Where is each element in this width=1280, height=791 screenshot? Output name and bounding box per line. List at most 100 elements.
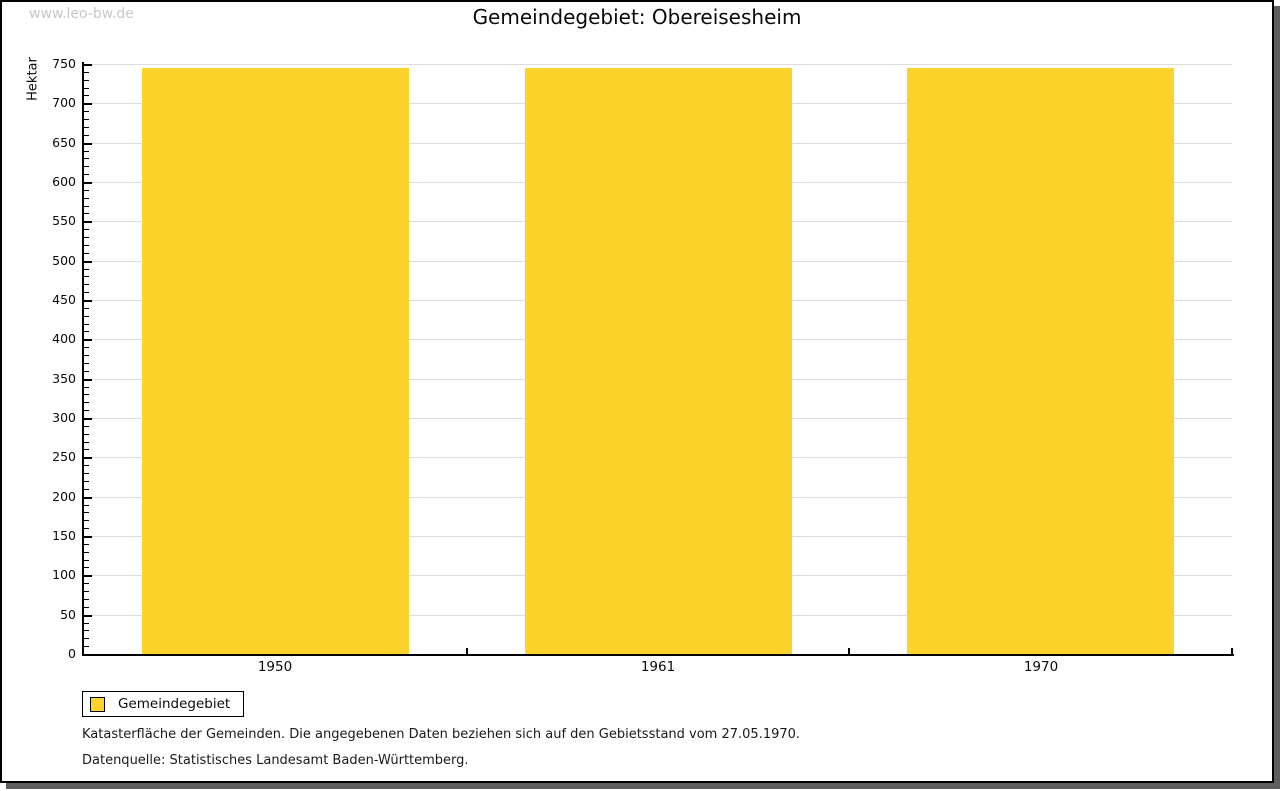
y-minor-tick <box>84 88 89 89</box>
y-minor-tick <box>84 284 89 285</box>
y-major-tick <box>84 103 92 105</box>
y-major-tick <box>84 143 92 145</box>
y-minor-tick <box>84 560 89 561</box>
y-minor-tick <box>84 324 89 325</box>
y-minor-tick <box>84 607 89 608</box>
y-minor-tick <box>84 630 89 631</box>
y-minor-tick <box>84 135 89 136</box>
legend-label: Gemeindegebiet <box>118 696 231 712</box>
gridline <box>84 64 1232 65</box>
y-minor-tick <box>84 166 89 167</box>
y-tick-label: 700 <box>52 95 76 110</box>
x-tick-label: 1961 <box>640 659 676 675</box>
y-minor-tick <box>84 95 89 96</box>
y-tick-label: 0 <box>68 646 76 661</box>
y-minor-tick <box>84 599 89 600</box>
bar <box>907 68 1174 654</box>
y-major-tick <box>84 300 92 302</box>
y-major-tick <box>84 221 92 223</box>
y-tick-label: 750 <box>52 56 76 71</box>
y-minor-tick <box>84 481 89 482</box>
y-axis-line <box>82 62 84 656</box>
y-minor-tick <box>84 363 89 364</box>
y-minor-tick <box>84 402 89 403</box>
footnote-source-note: Katasterfläche der Gemeinden. Die angege… <box>82 727 801 742</box>
y-major-tick <box>84 64 92 66</box>
y-minor-tick <box>84 473 89 474</box>
y-minor-tick <box>84 528 89 529</box>
y-minor-tick <box>84 316 89 317</box>
y-minor-tick <box>84 520 89 521</box>
y-minor-tick <box>84 426 89 427</box>
y-major-tick <box>84 182 92 184</box>
y-minor-tick <box>84 567 89 568</box>
y-minor-tick <box>84 512 89 513</box>
y-minor-tick <box>84 505 89 506</box>
y-tick-label: 350 <box>52 371 76 386</box>
y-minor-tick <box>84 489 89 490</box>
y-minor-tick <box>84 355 89 356</box>
y-tick-label: 150 <box>52 528 76 543</box>
y-tick-label: 650 <box>52 135 76 150</box>
y-major-tick <box>84 497 92 499</box>
y-tick-label: 50 <box>60 607 76 622</box>
y-tick-label: 500 <box>52 253 76 268</box>
y-minor-tick <box>84 308 89 309</box>
y-minor-tick <box>84 151 89 152</box>
y-minor-tick <box>84 410 89 411</box>
y-minor-tick <box>84 347 89 348</box>
y-minor-tick <box>84 213 89 214</box>
y-minor-tick <box>84 229 89 230</box>
y-minor-tick <box>84 583 89 584</box>
y-major-tick <box>84 418 92 420</box>
y-minor-tick <box>84 119 89 120</box>
y-minor-tick <box>84 253 89 254</box>
y-tick-label: 450 <box>52 292 76 307</box>
y-tick-label: 550 <box>52 213 76 228</box>
y-major-tick <box>84 457 92 459</box>
y-tick-label: 400 <box>52 331 76 346</box>
y-minor-tick <box>84 638 89 639</box>
y-major-tick <box>84 615 92 617</box>
y-major-tick <box>84 536 92 538</box>
bar <box>525 68 792 654</box>
y-minor-tick <box>84 646 89 647</box>
y-minor-tick <box>84 591 89 592</box>
y-minor-tick <box>84 127 89 128</box>
y-tick-label: 100 <box>52 567 76 582</box>
y-minor-tick <box>84 544 89 545</box>
y-minor-tick <box>84 442 89 443</box>
y-minor-tick <box>84 174 89 175</box>
footnote-data-source: Datenquelle: Statistisches Landesamt Bad… <box>82 753 469 768</box>
y-tick-label: 250 <box>52 449 76 464</box>
legend-swatch <box>90 696 105 712</box>
y-major-tick <box>84 339 92 341</box>
y-minor-tick <box>84 72 89 73</box>
y-minor-tick <box>84 111 89 112</box>
y-minor-tick <box>84 190 89 191</box>
watermark-url: www.leo-bw.de <box>29 6 134 22</box>
y-minor-tick <box>84 292 89 293</box>
y-minor-tick <box>84 449 89 450</box>
y-minor-tick <box>84 623 89 624</box>
y-minor-tick <box>84 434 89 435</box>
y-minor-tick <box>84 80 89 81</box>
y-tick-label: 600 <box>52 174 76 189</box>
y-minor-tick <box>84 465 89 466</box>
y-minor-tick <box>84 245 89 246</box>
y-minor-tick <box>84 387 89 388</box>
y-minor-tick <box>84 237 89 238</box>
y-minor-tick <box>84 331 89 332</box>
y-minor-tick <box>84 269 89 270</box>
x-tick-label: 1970 <box>1023 659 1059 675</box>
bar <box>142 68 409 654</box>
y-minor-tick <box>84 158 89 159</box>
y-major-tick <box>84 575 92 577</box>
legend: Gemeindegebiet <box>82 691 245 717</box>
y-minor-tick <box>84 198 89 199</box>
x-boundary-tick <box>848 648 850 654</box>
y-major-tick <box>84 379 92 381</box>
y-minor-tick <box>84 276 89 277</box>
x-tick-label: 1950 <box>257 659 293 675</box>
